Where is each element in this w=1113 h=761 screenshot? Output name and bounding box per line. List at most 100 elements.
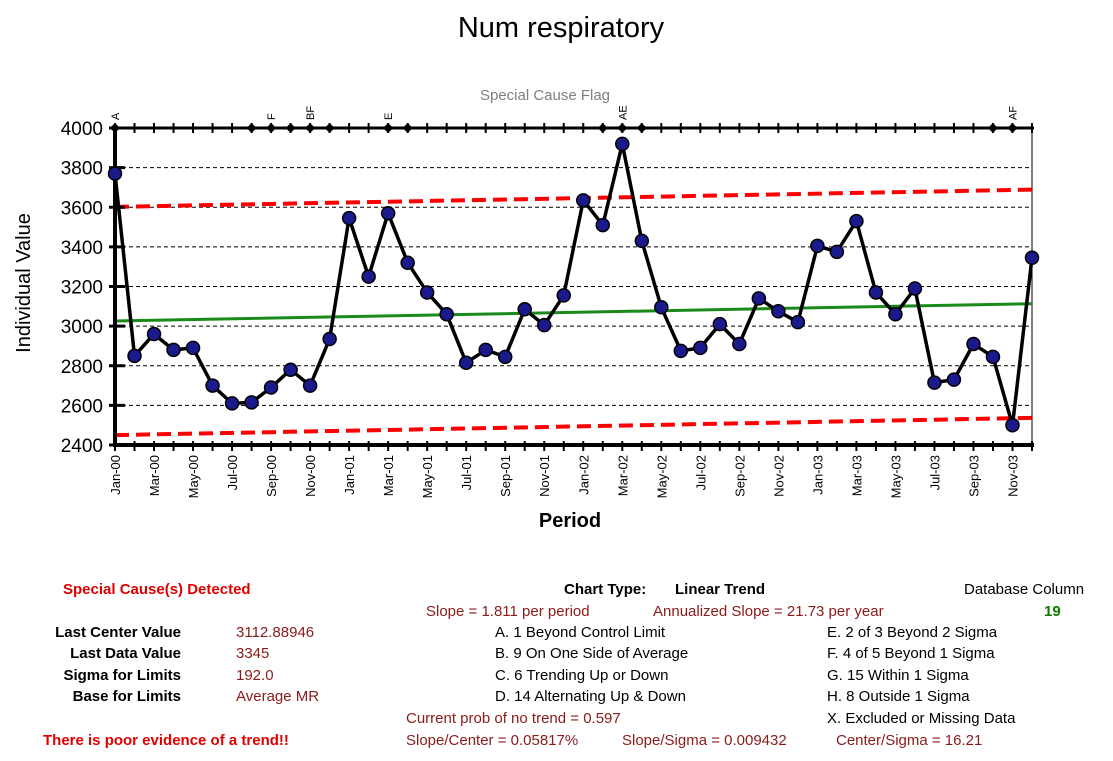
chart-type-label: Chart Type: (564, 581, 647, 598)
x-tick-label: May-01 (420, 455, 435, 498)
flag-diamond (383, 123, 394, 133)
data-point (127, 348, 142, 364)
x-tick-label: Jan-01 (342, 455, 357, 495)
annualized-slope-text: Annualized Slope = 21.73 per year (653, 603, 884, 620)
special-cause-detected: Special Cause(s) Detected (63, 581, 251, 598)
rule-g: G. 15 Within 1 Sigma (827, 667, 969, 684)
data-point (419, 285, 435, 300)
flag-diamond (324, 123, 335, 133)
flag-diamond (987, 123, 998, 133)
flag-diamond (617, 123, 628, 133)
data-point (341, 210, 357, 226)
flag-diamond (597, 123, 608, 133)
stat-label-last-center: Last Center Value (55, 624, 181, 641)
data-point (751, 291, 767, 306)
chart: 2400 2600 2800 3000 3200 3400 3600 3800 4000 Jan-… (13, 87, 1040, 532)
data-point (576, 193, 591, 208)
lower-control-limit (114, 415, 1033, 438)
data-point (439, 306, 454, 322)
chart-type-value: Linear Trend (675, 581, 766, 598)
rule-c: C. 6 Trending Up or Down (495, 667, 669, 684)
data-point (615, 136, 630, 152)
data-point (634, 233, 650, 249)
x-tick-label: Nov-00 (303, 455, 318, 497)
data-point (907, 281, 923, 296)
data-point (556, 288, 571, 303)
data-point (888, 306, 903, 322)
data-point (380, 205, 396, 221)
data-point (517, 302, 532, 317)
data-point (1005, 417, 1020, 433)
data-point (712, 316, 728, 332)
data-point (985, 349, 1001, 365)
stat-label-sigma: Sigma for Limits (63, 667, 181, 684)
data-point (732, 336, 747, 352)
data-point (185, 340, 201, 356)
data-point (868, 285, 884, 300)
x-tick-label: Nov-01 (537, 455, 552, 497)
stat-value-last-center: 3112.88946 (236, 624, 315, 641)
slope-text: Slope = 1.811 per period (426, 603, 590, 620)
y-tick-label: 2400 (61, 436, 103, 457)
x-tick-label: Nov-03 (1005, 455, 1020, 497)
chart-title: Num respiratory (457, 12, 665, 44)
x-tick-label: Jan-03 (810, 455, 825, 495)
rule-a: A. 1 Beyond Control Limit (495, 624, 666, 641)
slope-sigma: Slope/Sigma = 0.009432 (622, 732, 787, 749)
stat-value-base: Average MR (236, 688, 320, 705)
data-point (400, 255, 415, 270)
data-point (829, 244, 845, 260)
data-point (263, 380, 279, 395)
data-point (478, 342, 493, 358)
data-point (673, 343, 689, 359)
flag-label: BF (305, 106, 317, 120)
x-tick-label: Mar-03 (849, 455, 864, 496)
data-point (966, 336, 981, 352)
y-tick-label: 4000 (61, 119, 103, 140)
x-tick-label: Sep-03 (966, 455, 981, 497)
special-cause-flag-title: Special Cause Flag (480, 87, 610, 104)
slope-center: Slope/Center = 0.05817% (406, 732, 579, 749)
prob-no-trend: Current prob of no trend = 0.597 (406, 710, 621, 727)
data-point (244, 395, 259, 410)
stat-value-last-data: 3345 (236, 645, 270, 662)
x-tick-label: Jul-01 (459, 455, 474, 490)
x-tick-label: May-02 (654, 455, 669, 498)
rule-x: X. Excluded or Missing Data (827, 710, 1016, 727)
y-tick-label: 3800 (61, 159, 103, 180)
x-tick-label: Sep-01 (498, 455, 513, 497)
y-tick-label: 3200 (61, 278, 103, 299)
data-point (458, 355, 474, 371)
center-sigma: Center/Sigma = 16.21 (836, 732, 983, 749)
rule-f: F. 4 of 5 Beyond 1 Sigma (827, 645, 995, 662)
flag-diamond (246, 123, 257, 133)
x-tick-label: Sep-00 (264, 455, 279, 497)
flag-diamond (636, 123, 647, 133)
flag-label: F (266, 113, 278, 120)
database-column-value: 19 (1044, 603, 1061, 620)
flag-diamond (402, 123, 413, 133)
flag-label: E (383, 113, 395, 120)
x-tick-label: Jul-02 (693, 455, 708, 490)
x-tick-label: Mar-01 (381, 455, 396, 496)
stat-label-last-data: Last Data Value (70, 645, 181, 662)
y-tick-label: 3400 (61, 238, 103, 259)
data-point (849, 213, 864, 229)
data-point (771, 304, 786, 319)
y-tick-label: 2800 (61, 357, 103, 378)
stat-value-sigma: 192.0 (236, 667, 274, 684)
data-point (361, 269, 376, 284)
data-point (205, 378, 220, 393)
rule-b: B. 9 On One Side of Average (495, 645, 689, 662)
data-point (302, 378, 318, 393)
y-tick-label: 3000 (61, 317, 103, 338)
rule-d: D. 14 Alternating Up & Down (495, 688, 686, 705)
flag-diamond (110, 123, 120, 133)
y-tick-label: 2600 (61, 396, 103, 417)
x-tick-label: Jul-00 (225, 455, 240, 490)
rule-h: H. 8 Outside 1 Sigma (827, 688, 970, 705)
data-point (927, 375, 942, 390)
data-point (810, 238, 825, 254)
stat-label-base: Base for Limits (72, 688, 181, 705)
rule-e: E. 2 of 3 Beyond 2 Sigma (827, 624, 998, 641)
